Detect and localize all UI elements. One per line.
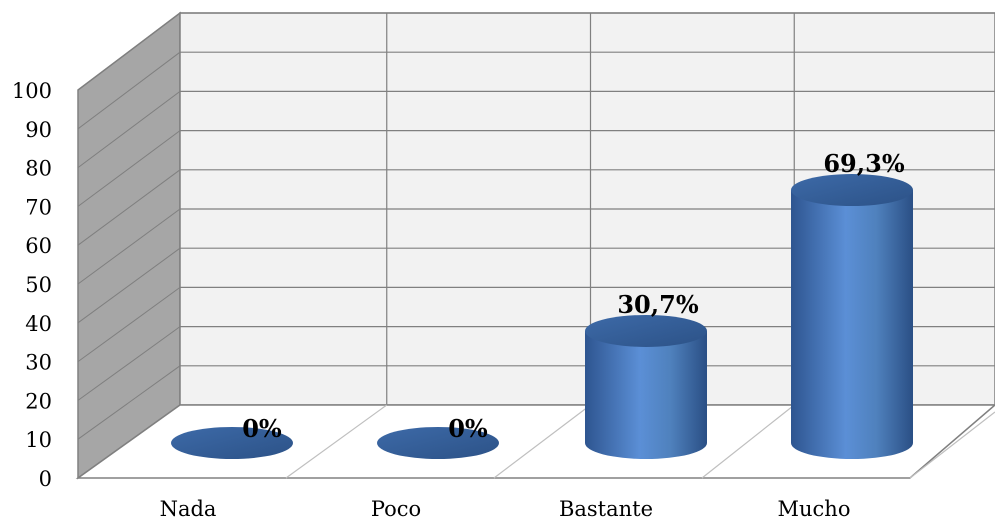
bars	[171, 174, 913, 459]
y-tick-label: 10	[25, 428, 52, 452]
bar-body	[791, 190, 913, 459]
x-tick-label: Mucho	[778, 497, 851, 521]
bar-bastante	[585, 314, 707, 459]
x-axis-category-labels: Nada Poco Bastante Mucho	[160, 497, 851, 521]
floor-edge	[909, 411, 995, 479]
side-gridline	[77, 286, 181, 363]
floor-divider	[285, 404, 388, 479]
side-gridline	[77, 208, 181, 285]
x-tick-label: Poco	[371, 497, 421, 521]
floor-divider	[493, 404, 591, 479]
floor	[75, 404, 995, 479]
data-label: 0%	[242, 414, 282, 443]
bar-poco	[377, 427, 499, 459]
side-gridline	[77, 130, 181, 207]
data-label: 0%	[448, 414, 488, 443]
bar-body	[585, 330, 707, 459]
bar-mucho	[791, 174, 913, 459]
data-labels: 0% 0% 30,7% 69,3%	[242, 149, 905, 443]
bar-cap	[791, 174, 913, 207]
y-tick-label: 100	[12, 79, 52, 103]
y-tick-label: 0	[39, 467, 52, 491]
side-gridline	[77, 12, 181, 91]
y-axis-tick-labels: 0 10 20 30 40 50 60 70 80 90 100	[12, 79, 52, 491]
side-wall	[77, 11, 181, 480]
bar-nada	[171, 427, 293, 459]
x-tick-label: Bastante	[559, 497, 653, 521]
y-tick-label: 50	[25, 273, 52, 297]
y-tick-label: 70	[25, 195, 52, 219]
y-tick-label: 90	[25, 118, 52, 142]
bar-cap	[585, 314, 707, 347]
bar-cap	[171, 427, 293, 459]
y-tick-label: 80	[25, 157, 52, 181]
side-gridline	[77, 247, 181, 324]
side-gridline	[77, 90, 181, 169]
y-tick-label: 20	[25, 389, 52, 413]
data-label: 30,7%	[617, 290, 698, 319]
y-tick-label: 60	[25, 234, 52, 258]
side-gridline	[77, 365, 181, 440]
bar-cap	[377, 427, 499, 459]
side-gridline	[77, 169, 181, 246]
data-label: 69,3%	[823, 149, 904, 178]
y-tick-label: 30	[25, 351, 52, 375]
side-gridline	[77, 51, 181, 130]
y-tick-label: 40	[25, 312, 52, 336]
floor-divider	[701, 404, 795, 479]
side-gridline	[77, 326, 181, 401]
x-tick-label: Nada	[160, 497, 217, 521]
